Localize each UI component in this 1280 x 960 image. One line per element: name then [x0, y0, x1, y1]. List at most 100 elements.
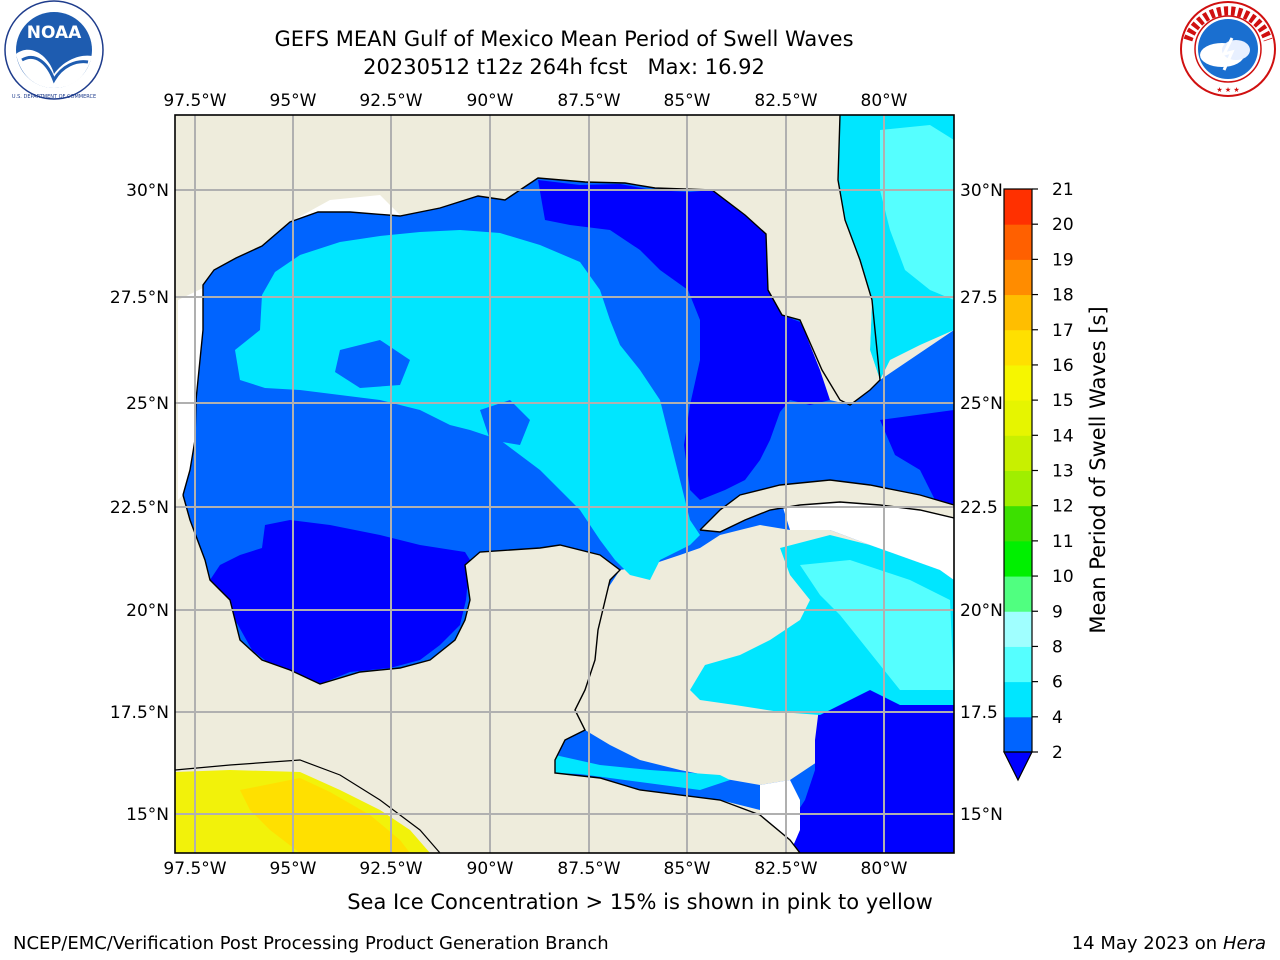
no-data-cuba-shelf — [780, 490, 954, 580]
no-data-north — [290, 195, 400, 222]
date-text: 14 May 2023 on — [1071, 933, 1218, 954]
sea-ice-gold — [240, 778, 410, 853]
lon-label-bottom: 80°W — [861, 859, 908, 879]
lon-label-bottom: 90°W — [467, 859, 514, 879]
cuba-land — [700, 480, 954, 532]
colorbar-tick-label: 4 — [1052, 708, 1063, 728]
lon-label-top: 80°W — [861, 91, 908, 111]
lat-label-right: 20°N — [960, 601, 1003, 621]
colorbar-extend-arrow — [1003, 751, 1033, 782]
lon-label-bottom: 92.5°W — [359, 859, 422, 879]
lon-label-bottom: 82.5°W — [754, 859, 817, 879]
gulf-swell-lt2-ne — [538, 180, 838, 500]
central-america-land — [175, 495, 800, 853]
no-data-west-coast — [178, 288, 203, 500]
colorbar-segment — [1004, 400, 1032, 436]
lat-label-left: 15°N — [126, 805, 169, 825]
lat-labels-left: 30°N 27.5°N 25°N 22.5°N 20°N 17.5°N 15°N — [110, 181, 169, 825]
caribbean-swell-lt2 — [790, 690, 954, 853]
colorbar-label: Mean Period of Swell Waves [s] — [1086, 306, 1110, 633]
colorbar-segment — [1004, 224, 1032, 260]
sea-ice-note: Sea Ice Concentration > 15% is shown in … — [0, 890, 1280, 914]
colorbar-tick-label: 13 — [1052, 462, 1074, 482]
lat-label-right: 17.5 — [960, 703, 998, 723]
lon-label-top: 82.5°W — [754, 91, 817, 111]
colorbar-tick-label: 12 — [1052, 497, 1074, 517]
gulf-swell-4-6 — [235, 230, 700, 580]
colorbar-segment — [1004, 294, 1032, 331]
lat-label-left: 27.5°N — [110, 288, 169, 308]
colorbar-tick-label: 14 — [1052, 426, 1074, 446]
lat-label-right: 27.5 — [960, 288, 998, 308]
colorbar-tick-label: 9 — [1052, 602, 1063, 622]
chart-title: GEFS MEAN Gulf of Mexico Mean Period of … — [274, 27, 854, 51]
colorbar-tick-label: 21 — [1052, 180, 1074, 200]
colorbar-tick-label: 18 — [1052, 286, 1074, 306]
sea-ice-note-text: Sea Ice Concentration > 15% is shown in … — [347, 890, 933, 914]
map-gridlines — [175, 115, 954, 853]
colorbar-tick-label: 20 — [1052, 215, 1074, 235]
forecast-run-text: 20230512 t12z 264h fcst — [363, 55, 628, 79]
footer-date: 14 May 2023 on Hera — [1072, 933, 1266, 954]
colorbar-segment — [1004, 189, 1032, 225]
florida-land — [712, 115, 880, 405]
map-frame — [174, 114, 955, 854]
coastline-gulf — [182, 115, 881, 496]
nws-logo: ★ ★ ★ — [1180, 1, 1276, 97]
colorbar-segment — [1004, 646, 1032, 683]
lon-label-top: 90°W — [467, 91, 514, 111]
colorbar-segment — [1004, 435, 1032, 471]
svg-text:U.S. DEPARTMENT OF COMMERCE: U.S. DEPARTMENT OF COMMERCE — [12, 94, 96, 100]
lon-label-top: 87.5°W — [557, 91, 620, 111]
gulf-swell-2-4-island2 — [480, 400, 530, 445]
lat-label-left: 22.5°N — [110, 498, 169, 518]
atlantic-swell-lt2 — [880, 410, 954, 505]
lat-label-left: 20°N — [126, 601, 169, 621]
yucatan-land — [320, 545, 620, 780]
lat-label-right: 30°N — [960, 181, 1003, 201]
lat-label-right: 25°N — [960, 394, 1003, 414]
svg-text:★ ★ ★: ★ ★ ★ — [1216, 86, 1239, 94]
lat-label-left: 25°N — [126, 394, 169, 414]
colorbar-tick-label: 8 — [1052, 637, 1063, 657]
coastline-pacific — [175, 759, 441, 853]
colorbar-segment — [1004, 505, 1032, 542]
colorbar-tick-label: 16 — [1052, 356, 1074, 376]
colorbar-segment — [1004, 364, 1032, 401]
colorbar: 2 4 6 8 9 10 11 12 13 14 15 16 17 18 19 20 21 — [1003, 180, 1074, 782]
colorbar-segment — [1004, 716, 1032, 753]
lon-label-top: 97.5°W — [163, 91, 226, 111]
colorbar-tick-label: 10 — [1052, 567, 1074, 587]
atlantic-swell-6-8 — [880, 125, 954, 300]
lon-labels-top: 97.5°W 95°W 92.5°W 90°W 87.5°W 85°W 82.5… — [163, 91, 907, 111]
lon-label-top: 85°W — [664, 91, 711, 111]
colorbar-segment — [1004, 329, 1032, 366]
colorbar-tick-label: 2 — [1052, 743, 1063, 763]
lon-label-bottom: 87.5°W — [557, 859, 620, 879]
lat-label-right: 22.5 — [960, 498, 998, 518]
caribbean-swell-6-8 — [800, 560, 954, 690]
colorbar-tick-label: 11 — [1052, 532, 1074, 552]
colorbar-segment — [1004, 576, 1032, 612]
lat-label-right: 15°N — [960, 805, 1003, 825]
credit-text: NCEP/EMC/Verification Post Processing Pr… — [13, 933, 609, 954]
noaa-logo-text: NOAA — [27, 23, 82, 43]
machine-name: Hera — [1222, 933, 1266, 954]
colorbar-segment — [1004, 470, 1032, 507]
colorbar-segment — [1004, 611, 1032, 647]
lon-label-bottom: 85°W — [664, 859, 711, 879]
colorbar-tick-label: 17 — [1052, 321, 1074, 341]
max-value-text: Max: 16.92 — [647, 55, 765, 79]
lon-labels-bottom: 97.5°W 95°W 92.5°W 90°W 87.5°W 85°W 82.5… — [163, 859, 907, 879]
lat-label-left: 30°N — [126, 181, 169, 201]
colorbar-segment — [1004, 681, 1032, 718]
chart-subtitle: 20230512 t12z 264h fcst Max: 16.92 — [0, 55, 1128, 79]
lon-label-top: 95°W — [270, 91, 317, 111]
colorbar-segment — [1004, 540, 1032, 577]
colorbar-segment — [1004, 259, 1032, 296]
lon-label-top: 92.5°W — [359, 91, 422, 111]
colorbar-tick-label: 6 — [1052, 673, 1063, 693]
noaa-logo: NOAA U.S. DEPARTMENT OF COMMERCE — [4, 0, 104, 100]
lat-labels-right: 30°N 27.5 25°N 22.5 20°N 17.5 15°N — [960, 181, 1003, 825]
